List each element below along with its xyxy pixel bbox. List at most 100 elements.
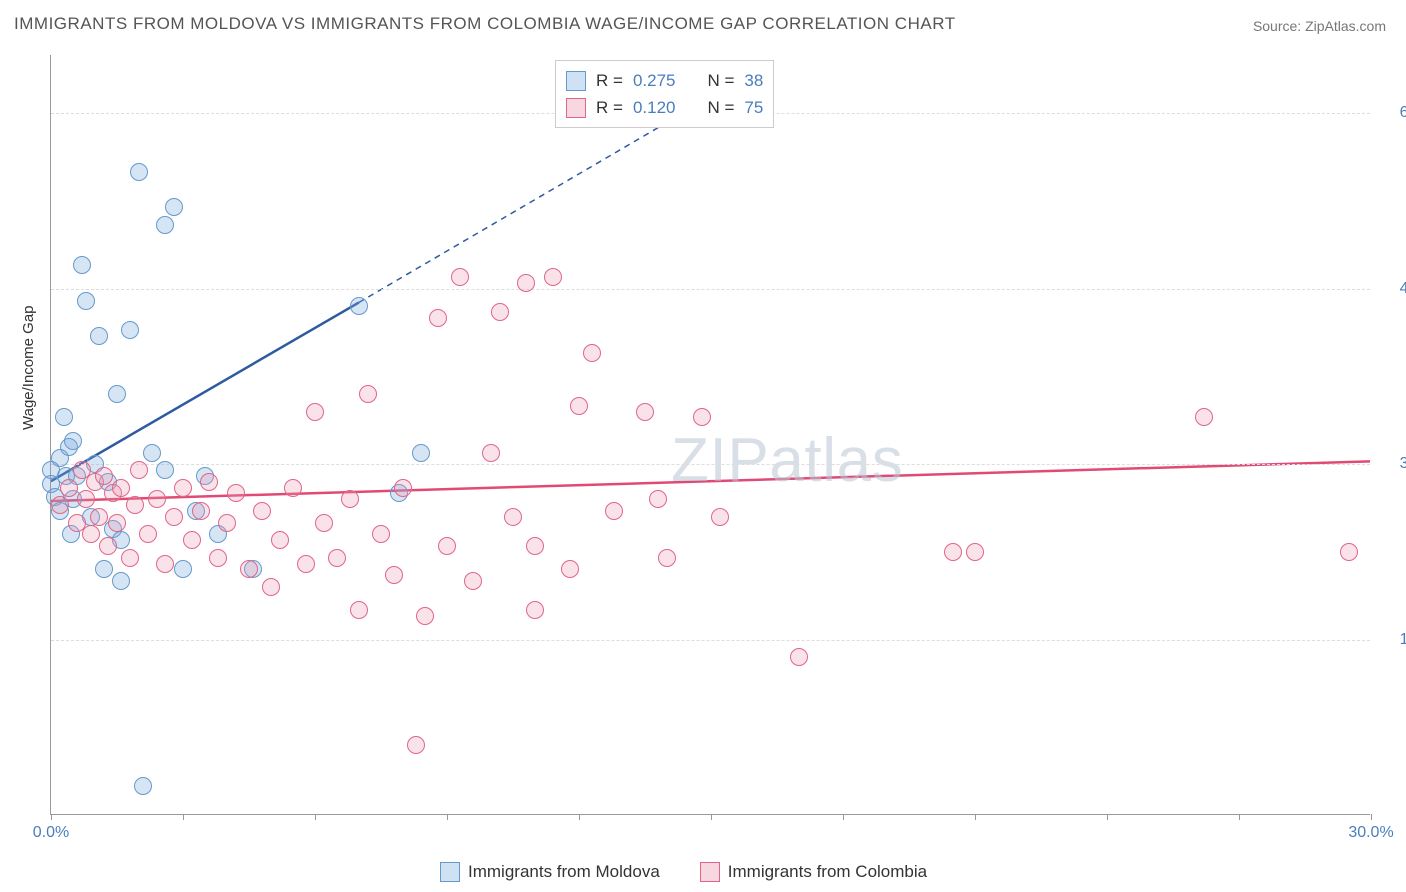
y-tick-label: 60.0% [1375, 104, 1406, 122]
scatter-point [108, 514, 126, 532]
scatter-point [350, 297, 368, 315]
watermark-light: atlas [769, 426, 903, 495]
y-tick-label: 30.0% [1375, 455, 1406, 473]
scatter-point [112, 479, 130, 497]
x-tick [711, 814, 712, 820]
scatter-point [372, 525, 390, 543]
scatter-point [359, 385, 377, 403]
scatter-point [297, 555, 315, 573]
scatter-point [165, 198, 183, 216]
x-tick [975, 814, 976, 820]
scatter-point [491, 303, 509, 321]
scatter-point [55, 408, 73, 426]
legend-series-label: Immigrants from Moldova [468, 862, 660, 882]
x-tick [315, 814, 316, 820]
scatter-point [790, 648, 808, 666]
scatter-point [306, 403, 324, 421]
x-tick [1107, 814, 1108, 820]
scatter-point [82, 525, 100, 543]
scatter-point [126, 496, 144, 514]
scatter-point [350, 601, 368, 619]
correlation-chart: IMMIGRANTS FROM MOLDOVA VS IMMIGRANTS FR… [0, 0, 1406, 892]
scatter-point [385, 566, 403, 584]
gridline-horizontal [51, 464, 1370, 465]
legend-stats-box: R =0.275N =38R =0.120N =75 [555, 60, 774, 128]
watermark: ZIPatlas [671, 425, 903, 496]
scatter-point [504, 508, 522, 526]
scatter-point [561, 560, 579, 578]
scatter-point [583, 344, 601, 362]
scatter-point [183, 531, 201, 549]
scatter-point [90, 327, 108, 345]
scatter-point [218, 514, 236, 532]
scatter-point [121, 549, 139, 567]
scatter-point [77, 490, 95, 508]
scatter-point [693, 408, 711, 426]
scatter-point [192, 502, 210, 520]
chart-title: IMMIGRANTS FROM MOLDOVA VS IMMIGRANTS FR… [14, 14, 956, 34]
scatter-point [271, 531, 289, 549]
scatter-point [658, 549, 676, 567]
y-tick-label: 45.0% [1375, 280, 1406, 298]
scatter-point [240, 560, 258, 578]
x-tick [51, 814, 52, 820]
watermark-bold: ZIP [671, 426, 769, 495]
scatter-point [156, 461, 174, 479]
scatter-point [51, 496, 69, 514]
scatter-point [482, 444, 500, 462]
trend-lines [51, 55, 1370, 814]
scatter-point [429, 309, 447, 327]
scatter-point [284, 479, 302, 497]
scatter-point [315, 514, 333, 532]
scatter-point [121, 321, 139, 339]
scatter-point [944, 543, 962, 561]
scatter-point [209, 549, 227, 567]
source-label: Source: [1253, 18, 1305, 34]
legend-stat-row: R =0.275N =38 [566, 67, 763, 94]
scatter-point [73, 256, 91, 274]
legend-swatch [440, 862, 460, 882]
stat-n-value: 38 [744, 67, 763, 94]
scatter-point [711, 508, 729, 526]
scatter-point [605, 502, 623, 520]
scatter-point [143, 444, 161, 462]
scatter-point [1340, 543, 1358, 561]
legend-series-item: Immigrants from Colombia [700, 862, 927, 882]
legend-series: Immigrants from Moldova Immigrants from C… [440, 862, 927, 882]
scatter-point [526, 537, 544, 555]
x-tick-label: 30.0% [1348, 824, 1393, 842]
x-tick [1239, 814, 1240, 820]
scatter-point [416, 607, 434, 625]
y-axis-title: Wage/Income Gap [20, 305, 37, 430]
stat-r-label: R = [596, 94, 623, 121]
scatter-point [130, 163, 148, 181]
scatter-point [394, 479, 412, 497]
scatter-point [99, 537, 117, 555]
scatter-point [1195, 408, 1213, 426]
x-tick [183, 814, 184, 820]
scatter-point [60, 479, 78, 497]
scatter-point [200, 473, 218, 491]
scatter-point [165, 508, 183, 526]
scatter-point [174, 560, 192, 578]
scatter-point [77, 292, 95, 310]
scatter-point [570, 397, 588, 415]
stat-r-value: 0.120 [633, 94, 676, 121]
scatter-point [95, 467, 113, 485]
scatter-point [156, 216, 174, 234]
scatter-point [108, 385, 126, 403]
scatter-point [227, 484, 245, 502]
scatter-point [148, 490, 166, 508]
x-tick-label: 0.0% [33, 824, 69, 842]
scatter-point [341, 490, 359, 508]
scatter-point [112, 572, 130, 590]
source-attribution: Source: ZipAtlas.com [1253, 18, 1386, 34]
x-tick [579, 814, 580, 820]
legend-swatch [566, 71, 586, 91]
scatter-point [526, 601, 544, 619]
x-tick [447, 814, 448, 820]
stat-n-value: 75 [744, 94, 763, 121]
scatter-point [262, 578, 280, 596]
stat-r-label: R = [596, 67, 623, 94]
legend-series-label: Immigrants from Colombia [728, 862, 927, 882]
